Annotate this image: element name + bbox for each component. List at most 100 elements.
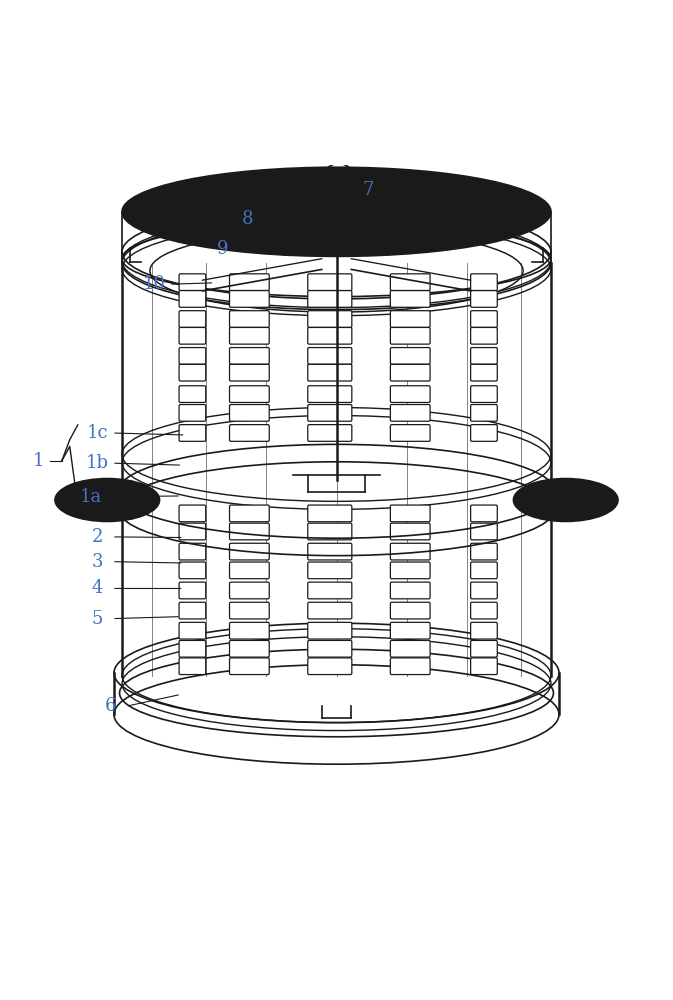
FancyBboxPatch shape [308,658,352,675]
FancyBboxPatch shape [308,291,352,307]
FancyBboxPatch shape [179,523,206,540]
Text: 1b: 1b [85,454,109,472]
FancyBboxPatch shape [229,405,269,421]
Text: 10: 10 [143,275,166,293]
FancyBboxPatch shape [470,425,497,441]
FancyBboxPatch shape [390,658,430,675]
Text: 6: 6 [105,697,116,715]
FancyBboxPatch shape [179,274,206,291]
FancyBboxPatch shape [390,425,430,441]
FancyBboxPatch shape [308,622,352,639]
FancyBboxPatch shape [179,582,206,599]
FancyBboxPatch shape [308,274,352,291]
FancyBboxPatch shape [308,311,352,327]
FancyBboxPatch shape [179,327,206,344]
FancyBboxPatch shape [390,543,430,560]
FancyBboxPatch shape [470,582,497,599]
FancyBboxPatch shape [308,562,352,579]
FancyBboxPatch shape [179,386,206,402]
FancyBboxPatch shape [179,622,206,639]
Ellipse shape [55,479,160,521]
Text: 1: 1 [32,452,44,470]
FancyBboxPatch shape [229,523,269,540]
FancyBboxPatch shape [390,523,430,540]
FancyBboxPatch shape [308,348,352,364]
Text: 4: 4 [92,579,103,597]
FancyBboxPatch shape [470,622,497,639]
FancyBboxPatch shape [229,543,269,560]
FancyBboxPatch shape [179,405,206,421]
FancyBboxPatch shape [470,291,497,307]
FancyBboxPatch shape [229,582,269,599]
Text: 8: 8 [242,210,253,228]
FancyBboxPatch shape [229,311,269,327]
FancyBboxPatch shape [390,562,430,579]
FancyBboxPatch shape [390,348,430,364]
Ellipse shape [122,167,551,256]
Ellipse shape [79,489,135,511]
Ellipse shape [112,493,129,507]
FancyBboxPatch shape [470,386,497,402]
FancyBboxPatch shape [470,523,497,540]
FancyBboxPatch shape [229,291,269,307]
Text: 1c: 1c [86,424,108,442]
Text: 2: 2 [92,528,103,546]
FancyBboxPatch shape [390,582,430,599]
FancyBboxPatch shape [229,364,269,381]
FancyBboxPatch shape [229,622,269,639]
FancyBboxPatch shape [179,562,206,579]
FancyBboxPatch shape [179,364,206,381]
Text: 7: 7 [363,181,374,199]
FancyBboxPatch shape [390,364,430,381]
FancyBboxPatch shape [308,405,352,421]
FancyBboxPatch shape [470,311,497,327]
FancyBboxPatch shape [470,364,497,381]
FancyBboxPatch shape [308,327,352,344]
FancyBboxPatch shape [229,425,269,441]
Ellipse shape [513,479,618,521]
FancyBboxPatch shape [470,405,497,421]
FancyBboxPatch shape [390,291,430,307]
Ellipse shape [544,493,561,507]
FancyBboxPatch shape [179,311,206,327]
FancyBboxPatch shape [308,364,352,381]
FancyBboxPatch shape [179,602,206,619]
FancyBboxPatch shape [308,543,352,560]
FancyBboxPatch shape [179,425,206,441]
FancyBboxPatch shape [390,327,430,344]
FancyBboxPatch shape [470,327,497,344]
Ellipse shape [538,489,594,511]
FancyBboxPatch shape [470,505,497,522]
FancyBboxPatch shape [390,311,430,327]
Text: 5: 5 [92,610,103,628]
FancyBboxPatch shape [229,274,269,291]
FancyBboxPatch shape [229,386,269,402]
FancyBboxPatch shape [308,640,352,657]
FancyBboxPatch shape [390,622,430,639]
FancyBboxPatch shape [308,602,352,619]
FancyBboxPatch shape [390,386,430,402]
FancyBboxPatch shape [470,274,497,291]
Text: 9: 9 [217,240,228,258]
FancyBboxPatch shape [390,405,430,421]
Text: 1a: 1a [79,488,102,506]
FancyBboxPatch shape [308,425,352,441]
FancyBboxPatch shape [179,505,206,522]
FancyBboxPatch shape [179,658,206,675]
FancyBboxPatch shape [229,602,269,619]
FancyBboxPatch shape [308,386,352,402]
FancyBboxPatch shape [308,505,352,522]
FancyBboxPatch shape [390,274,430,291]
FancyBboxPatch shape [229,640,269,657]
FancyBboxPatch shape [470,543,497,560]
FancyBboxPatch shape [229,327,269,344]
FancyBboxPatch shape [179,348,206,364]
FancyBboxPatch shape [229,658,269,675]
FancyBboxPatch shape [229,505,269,522]
FancyBboxPatch shape [470,562,497,579]
FancyBboxPatch shape [390,602,430,619]
FancyBboxPatch shape [179,543,206,560]
FancyBboxPatch shape [390,505,430,522]
FancyBboxPatch shape [308,582,352,599]
FancyBboxPatch shape [470,658,497,675]
